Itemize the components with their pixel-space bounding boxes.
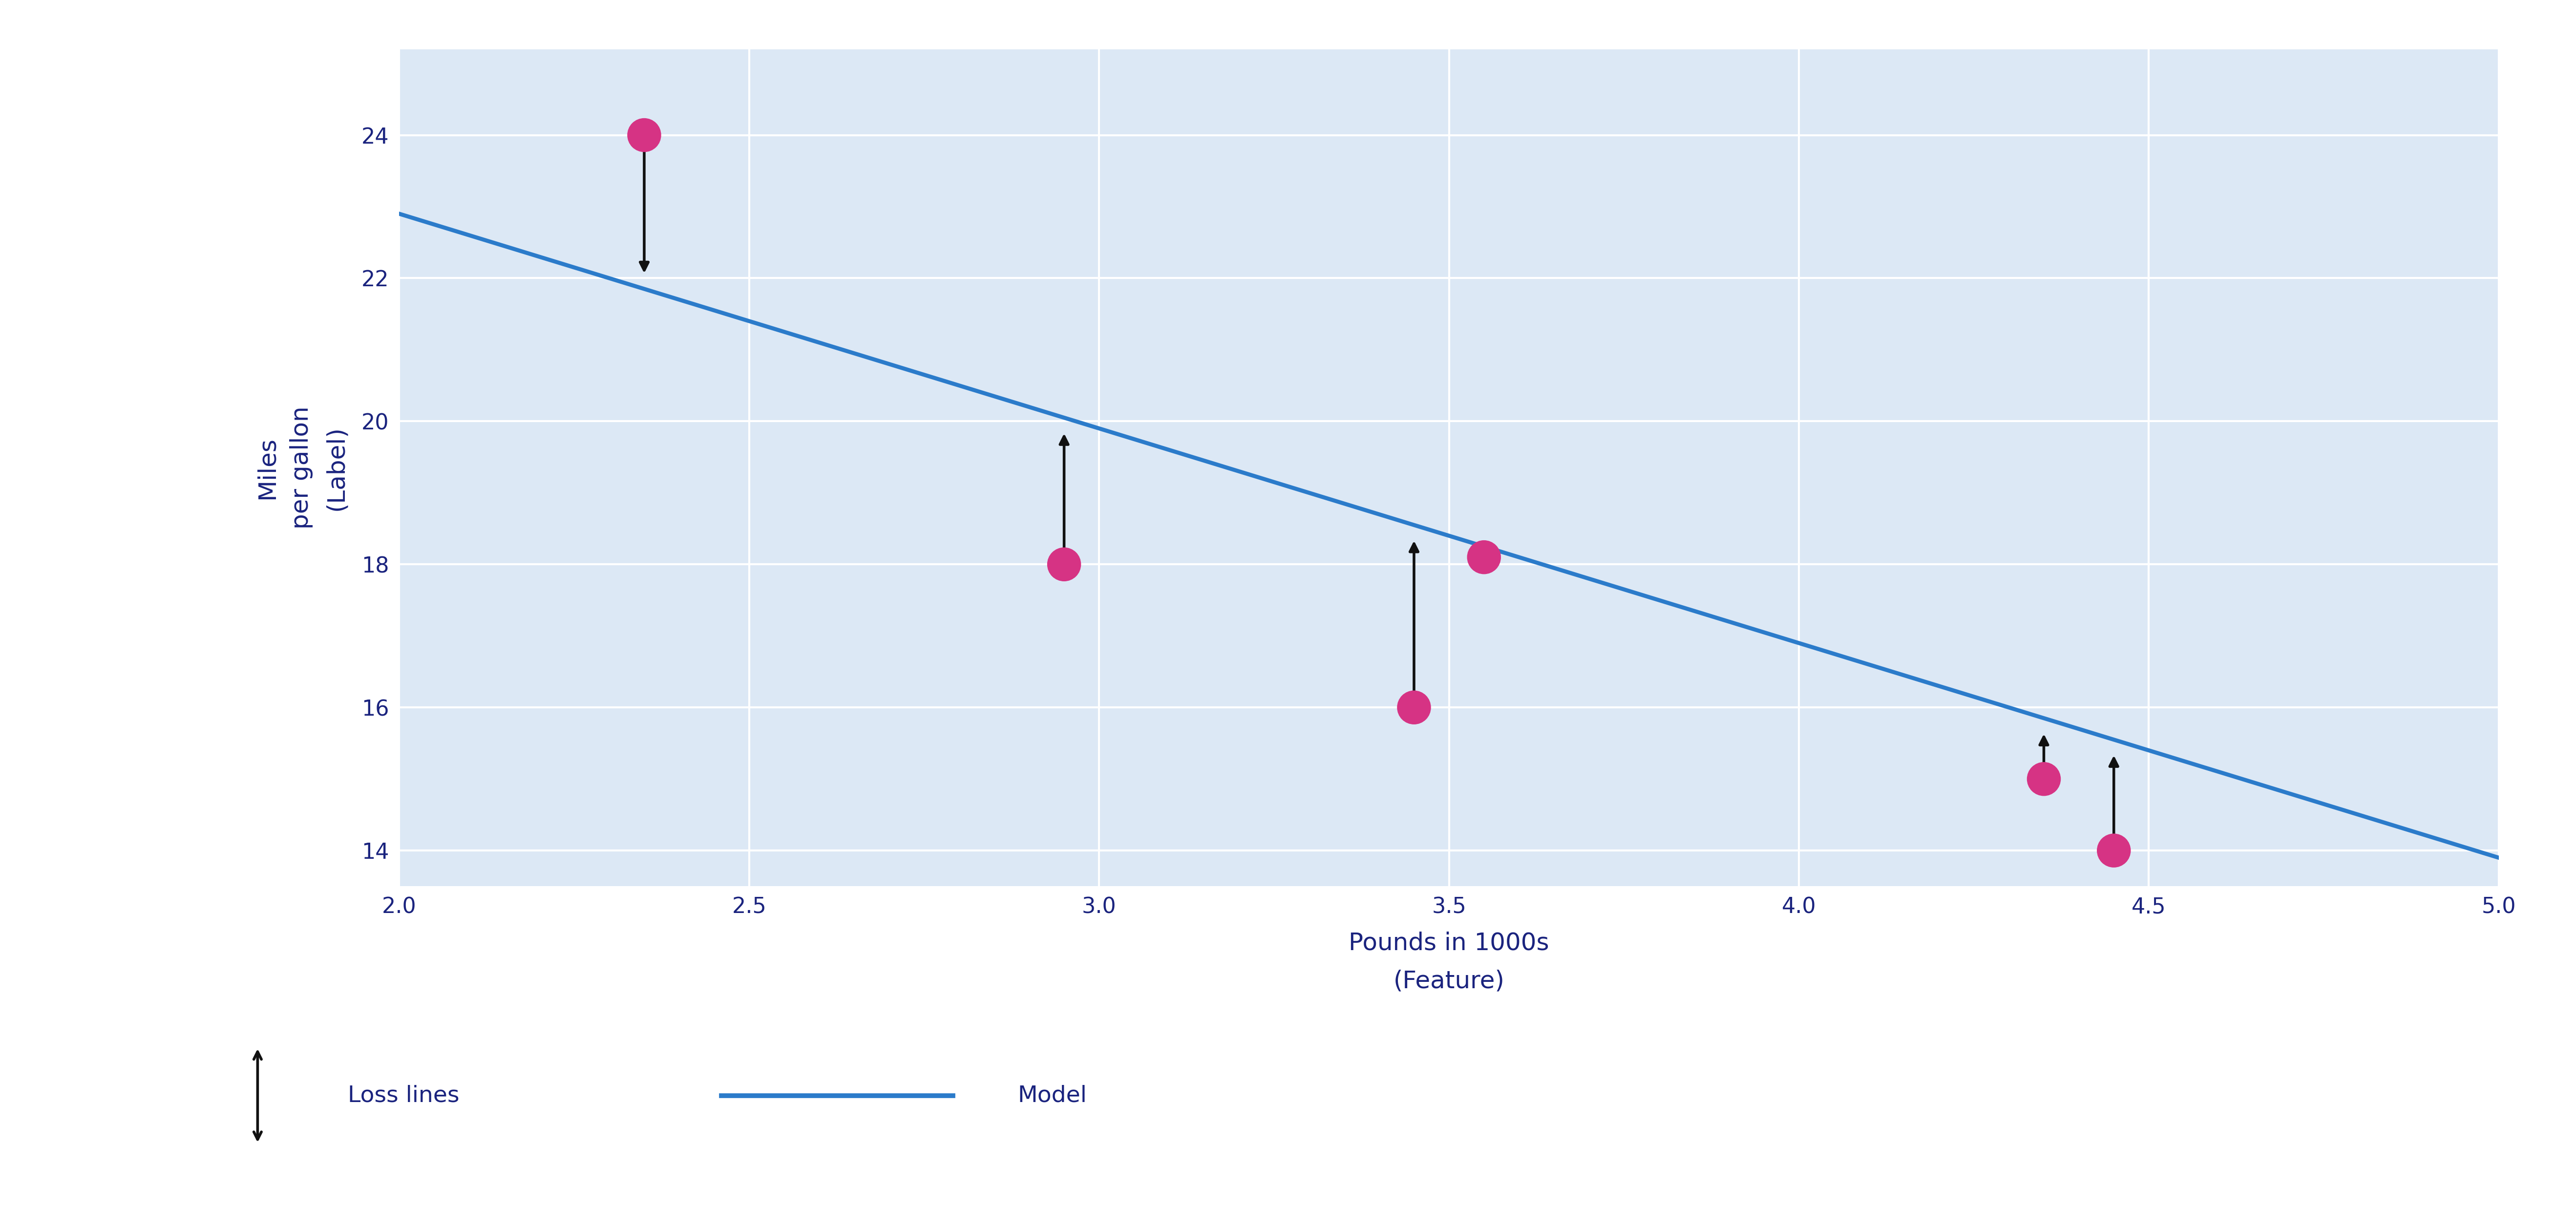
- Text: Loss lines: Loss lines: [348, 1085, 459, 1107]
- Point: [2022, 769, 2063, 789]
- Text: Model: Model: [1018, 1085, 1087, 1107]
- Point: [2094, 841, 2136, 860]
- Y-axis label: Miles
per gallon
(Label): Miles per gallon (Label): [255, 406, 348, 529]
- Point: [623, 126, 665, 145]
- Point: [1394, 698, 1435, 718]
- Point: [1043, 554, 1084, 574]
- X-axis label: Pounds in 1000s
(Feature): Pounds in 1000s (Feature): [1350, 931, 1548, 993]
- Point: [1463, 548, 1504, 567]
